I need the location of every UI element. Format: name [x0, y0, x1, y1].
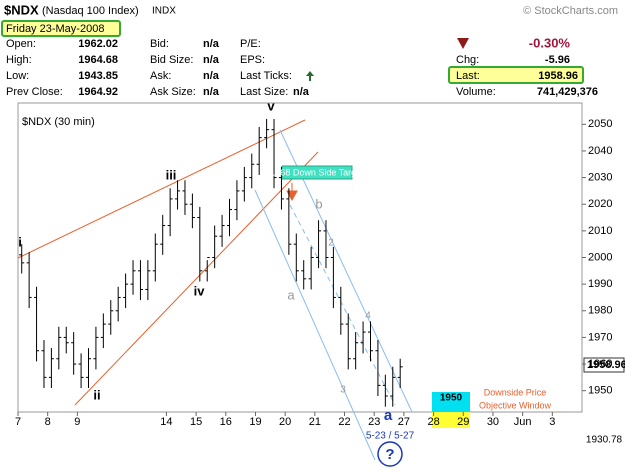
label: Prev Close: [6, 86, 63, 98]
target-arrow [286, 183, 298, 202]
channel-line [254, 189, 376, 461]
quote-grid: Open: 1962.02 High: 1964.68 Low: 1943.85 Pr… [6, 35, 598, 97]
chart-title: $NDX (30 min) [22, 116, 95, 128]
x-tick-label: 16 [220, 416, 232, 428]
value: 1964.68 [78, 54, 118, 66]
value: 1964.92 [78, 86, 118, 98]
exchange: INDX [152, 6, 176, 17]
x-tick-label: Jun [514, 416, 532, 428]
label: Ask: [150, 70, 171, 82]
y-tick-label: 1970 [588, 331, 612, 343]
label: Last Ticks: [240, 70, 292, 82]
pct-change: -0.30% [529, 35, 571, 50]
y-tick-label: 1950 [588, 385, 612, 397]
x-tick-label: 21 [309, 416, 321, 428]
y-tick-label: 2050 [588, 118, 612, 130]
x-tick-label: 23 [368, 416, 380, 428]
annotation: Objective Window [479, 400, 552, 410]
annotation: a [287, 287, 295, 302]
label: Open: [6, 38, 36, 50]
value: n/a [293, 86, 310, 98]
target-box [432, 392, 470, 412]
x-tick-label: 27 [398, 416, 410, 428]
y-tick-label: 1960 [588, 358, 612, 370]
last-box [448, 66, 584, 84]
label: Chg: [456, 54, 479, 66]
label: Bid Size: [150, 54, 193, 66]
label: Ask Size: [150, 86, 196, 98]
x-tick-label: 3 [549, 416, 555, 428]
y-tick-label: 1990 [588, 278, 612, 290]
annotation: ? [385, 446, 394, 463]
annotation: iv [194, 283, 206, 298]
x-tick-label: 15 [190, 416, 202, 428]
value: 1958.96 [538, 70, 578, 82]
label: Last: [456, 70, 480, 82]
value: n/a [203, 38, 220, 50]
trend-line [17, 119, 306, 259]
annotation: 1930.78 [586, 435, 623, 446]
x-tick-label: 29 [457, 416, 469, 428]
x-tick-label: 28 [427, 416, 439, 428]
value: 741,429,376 [537, 86, 598, 98]
question-circle [377, 441, 403, 467]
annotation: iii [166, 167, 177, 182]
annotation: 2 [328, 238, 334, 249]
last-price-box [583, 357, 625, 373]
annotation: 1968 Down Side Target [270, 167, 364, 177]
annotation: 3 [340, 385, 346, 396]
annotation: v [267, 98, 275, 113]
date-box [1, 20, 121, 37]
annotation: ii [93, 387, 100, 402]
x-tick-label: 9 [74, 416, 80, 428]
date: Friday 23-May-2008 [6, 23, 104, 35]
annotation: Downside Price [484, 387, 547, 397]
y-tick-label: 2030 [588, 171, 612, 183]
label: P/E: [240, 38, 261, 50]
x-tick-label: 22 [338, 416, 350, 428]
value: n/a [203, 54, 220, 66]
annotation: i [18, 234, 22, 249]
value: -5.96 [545, 54, 570, 66]
x-tick-label: 14 [160, 416, 172, 428]
symbol: $NDX [4, 2, 39, 17]
down-triangle [457, 38, 469, 49]
y-tick-label: 1980 [588, 305, 612, 317]
copyright: © StockCharts.com [523, 5, 618, 17]
annotation: 4 [365, 311, 371, 322]
label: Last Size: [240, 86, 288, 98]
label: Volume: [456, 86, 496, 98]
channel-line [289, 204, 396, 406]
annotation-box [281, 165, 353, 180]
value: 1962.02 [78, 38, 118, 50]
target-box [432, 412, 470, 428]
label: EPS: [240, 54, 265, 66]
x-tick-label: 8 [45, 416, 51, 428]
x-tick-label: 19 [249, 416, 261, 428]
value: 1943.85 [78, 70, 118, 82]
x-tick-label: 20 [279, 416, 291, 428]
x-tick-label: 7 [15, 416, 21, 428]
plot-area [17, 102, 583, 413]
y-tick-label: 2010 [588, 225, 612, 237]
annotation: 1950 [440, 393, 463, 404]
index-name: (Nasdaq 100 Index) [42, 5, 139, 17]
up-arrow [306, 71, 314, 81]
annotation: b [315, 196, 322, 211]
label: High: [6, 54, 32, 66]
y-tick-label: 2020 [588, 198, 612, 210]
x-tick-label: 30 [487, 416, 499, 428]
label: Bid: [150, 38, 169, 50]
y-tick-label: 2000 [588, 251, 612, 263]
value: n/a [203, 70, 220, 82]
label: Low: [6, 70, 29, 82]
last-price-label: 1958.96 [587, 359, 625, 371]
trend-line [74, 151, 319, 406]
annotation: a [384, 407, 393, 424]
annotation: 5-23 / 5-27 [366, 431, 415, 442]
y-tick-label: 2040 [588, 145, 612, 157]
value: n/a [203, 86, 220, 98]
